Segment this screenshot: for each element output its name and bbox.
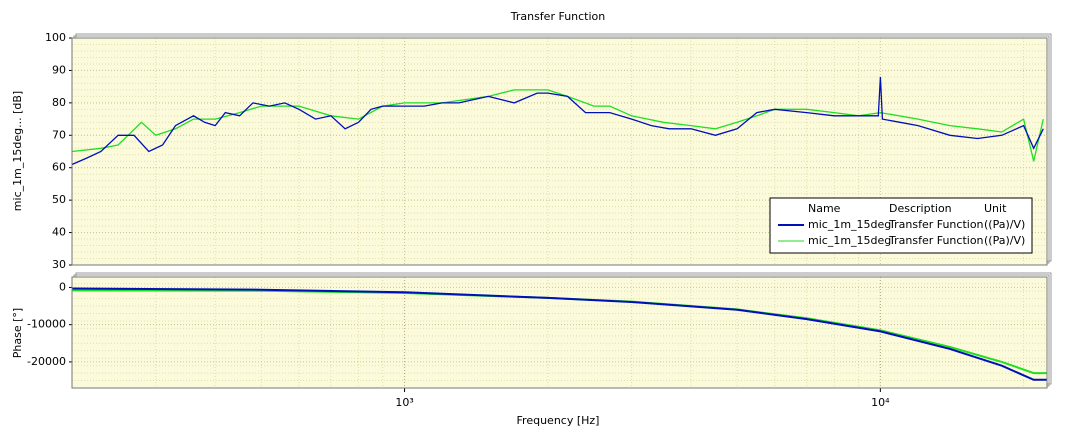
frame-back bbox=[73, 274, 1050, 387]
y-tick-label: 50 bbox=[52, 193, 66, 206]
legend-header: Description bbox=[889, 202, 952, 215]
legend-name: mic_1m_15deg bbox=[808, 234, 891, 247]
y-tick-label: 60 bbox=[52, 161, 66, 174]
frame-back bbox=[75, 33, 1052, 262]
y-tick-label: -10000 bbox=[27, 318, 66, 331]
chart-title: Transfer Function bbox=[510, 10, 606, 23]
y-axis-label: Phase [°] bbox=[11, 308, 24, 358]
legend-description: Transfer Function bbox=[888, 218, 984, 231]
frame-back bbox=[75, 272, 1052, 385]
legend: Name Description Unitmic_1m_15degTransfer … bbox=[769, 197, 1033, 254]
x-tick-label: 10³ bbox=[395, 396, 413, 409]
y-tick-label: 40 bbox=[52, 226, 66, 239]
plot-border bbox=[71, 276, 1048, 389]
y-tick-label: -20000 bbox=[27, 355, 66, 368]
y-axis-label: mic_1m_15deg... [dB] bbox=[11, 91, 24, 211]
x-axis-label: Frequency [Hz] bbox=[517, 414, 600, 427]
y-tick-label: 0 bbox=[59, 280, 66, 293]
legend-box bbox=[769, 197, 1033, 254]
plot-area bbox=[72, 277, 1047, 388]
legend-name: mic_1m_15deg bbox=[808, 218, 891, 231]
x-tick-label: 10⁴ bbox=[871, 396, 890, 409]
series-line bbox=[72, 287, 1047, 381]
legend-unit: ((Pa)/V) bbox=[984, 218, 1025, 231]
y-tick-label: 70 bbox=[52, 128, 66, 141]
y-tick-label: 80 bbox=[52, 96, 66, 109]
y-tick-label: 90 bbox=[52, 63, 66, 76]
legend-unit: ((Pa)/V) bbox=[984, 234, 1025, 247]
legend-header: Name bbox=[808, 202, 841, 215]
plot-border bbox=[71, 37, 1048, 266]
frame-back bbox=[73, 35, 1050, 264]
y-tick-label: 30 bbox=[52, 258, 66, 271]
legend-description: Transfer Function bbox=[888, 234, 984, 247]
y-tick-label: 100 bbox=[45, 31, 66, 44]
series-line bbox=[72, 76, 1044, 166]
legend-header: Unit bbox=[984, 202, 1007, 215]
